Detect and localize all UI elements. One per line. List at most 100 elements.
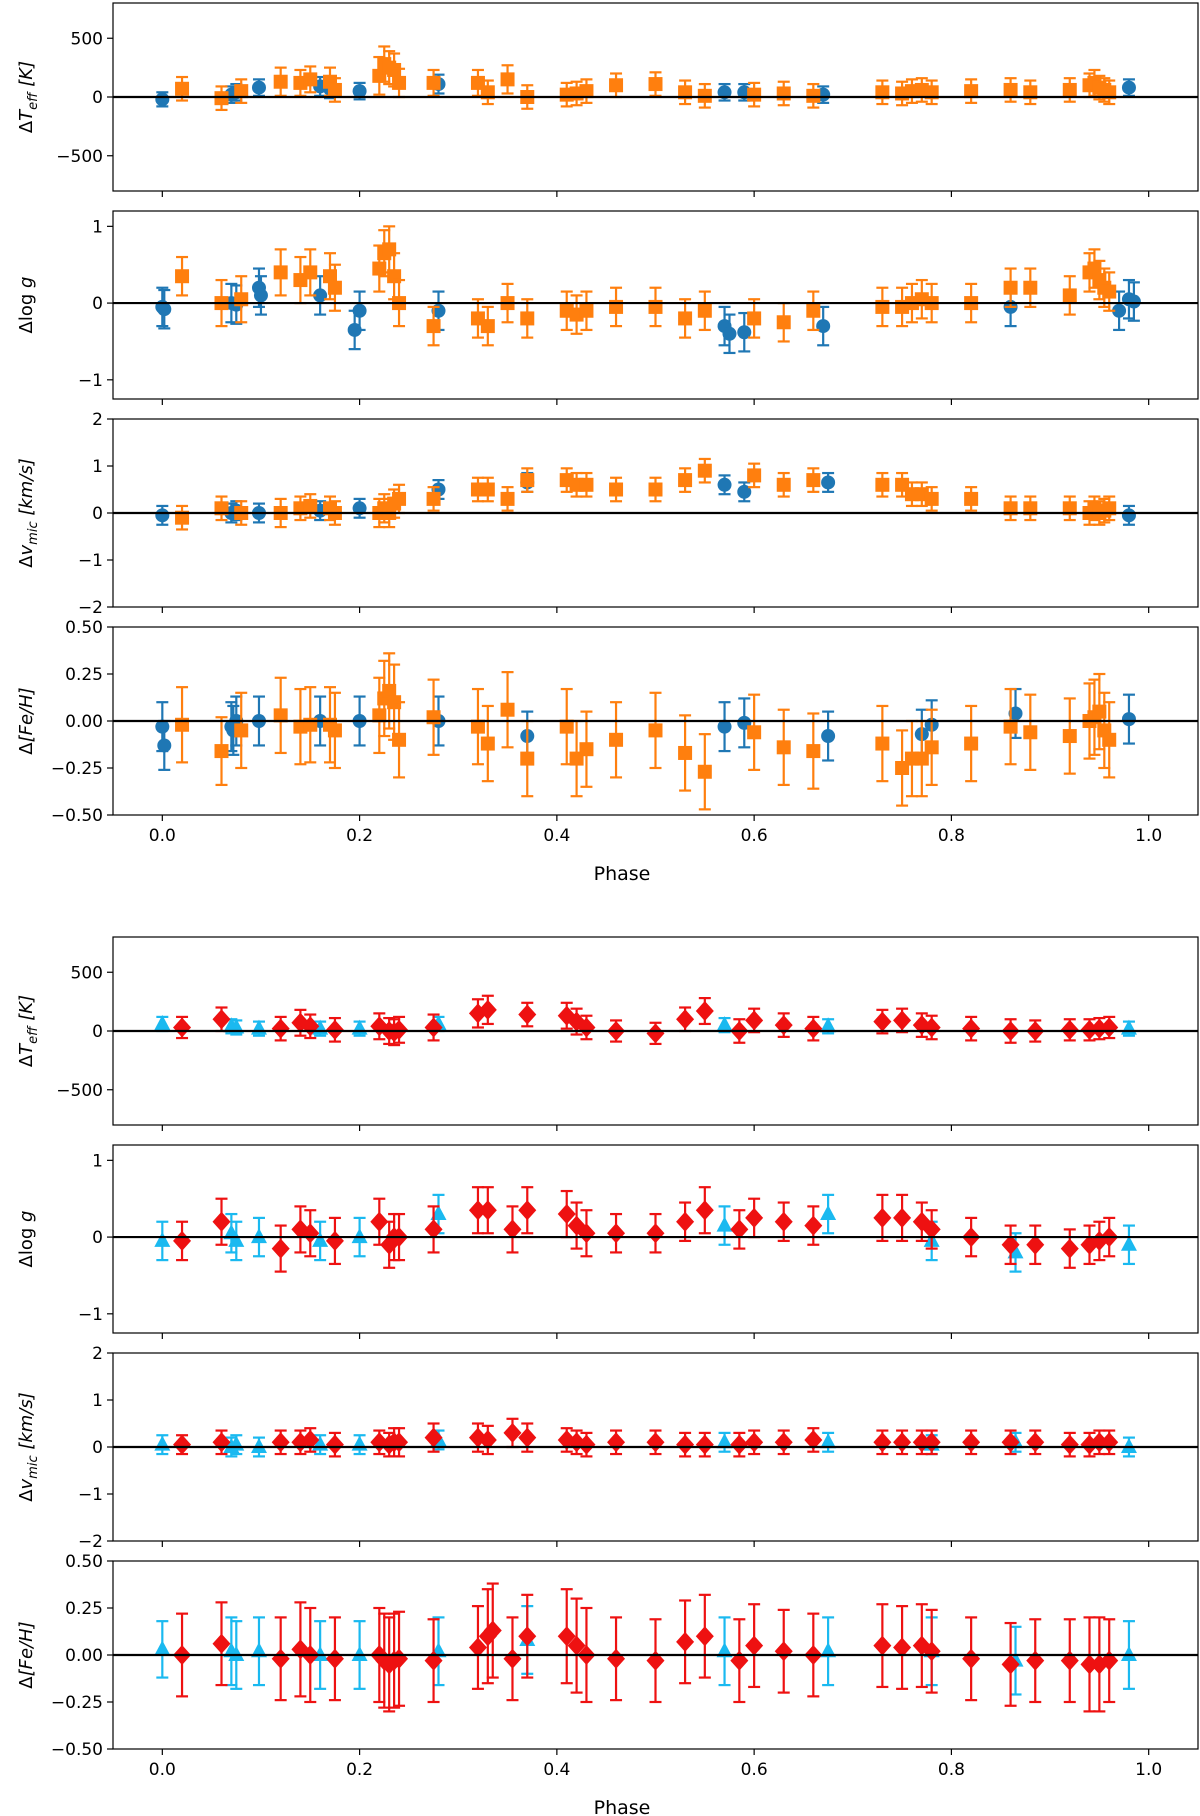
data-point <box>1026 1234 1045 1255</box>
data-point <box>964 84 979 99</box>
data-point <box>372 708 387 723</box>
y-tick-label: 0.00 <box>65 712 103 732</box>
panel-bot-vmic: 2 1 0 −1 −2 Δvmic [km/s] <box>16 1344 1199 1552</box>
data-point <box>1023 280 1038 295</box>
data-point <box>325 1648 344 1669</box>
data-point <box>737 484 752 499</box>
data-point <box>1092 704 1107 719</box>
data-point <box>806 88 821 103</box>
data-point <box>774 1641 793 1662</box>
data-point <box>922 1641 941 1662</box>
y-axis-label: Δvmic [km/s] <box>16 458 41 568</box>
y-tick-label: 2 <box>92 1344 103 1364</box>
data-point <box>214 501 229 516</box>
y-tick-label: 0 <box>92 294 103 314</box>
data-point <box>678 311 693 326</box>
data-point <box>173 1230 192 1251</box>
y-tick-label: −1 <box>78 551 103 571</box>
data-point <box>1121 80 1136 95</box>
data-point <box>500 702 515 717</box>
data-point <box>747 468 762 483</box>
data-point <box>392 75 407 90</box>
data-point <box>1080 1654 1099 1675</box>
data-point <box>1102 284 1117 299</box>
data-point <box>695 1434 714 1455</box>
y-tick-label: −1 <box>78 371 103 391</box>
x-tick-label: 0.4 <box>543 826 570 846</box>
data-point <box>893 1637 912 1658</box>
data-point <box>716 1216 733 1232</box>
y-tick-label: 0 <box>92 504 103 524</box>
data-point <box>577 1223 596 1244</box>
y-tick-label: 500 <box>71 29 103 49</box>
data-point <box>1003 501 1018 516</box>
data-point <box>518 1004 537 1025</box>
data-point <box>303 717 318 732</box>
data-point <box>1003 82 1018 97</box>
data-point <box>1062 729 1077 744</box>
data-point <box>695 1200 714 1221</box>
data-point <box>559 719 574 734</box>
x-axis-label-top: Phase <box>594 863 651 885</box>
data-point <box>480 85 495 100</box>
data-point <box>503 1422 522 1443</box>
data-point <box>372 261 387 276</box>
data-point <box>1060 1238 1079 1259</box>
data-point <box>154 1231 171 1247</box>
series-b <box>173 1186 1119 1273</box>
data-point <box>609 78 624 93</box>
data-point <box>500 72 515 87</box>
data-point <box>776 86 791 101</box>
data-point <box>1102 85 1117 100</box>
data-point <box>251 80 266 95</box>
data-point <box>271 1018 290 1039</box>
data-point <box>1023 85 1038 100</box>
data-point <box>676 1434 695 1455</box>
data-point <box>776 477 791 492</box>
data-point <box>745 1635 764 1656</box>
data-point <box>609 482 624 497</box>
y-tick-label: 0 <box>92 1022 103 1042</box>
y-tick-label: −0.25 <box>51 759 103 779</box>
data-point <box>1102 501 1117 516</box>
data-point <box>875 85 890 100</box>
data-point <box>962 1648 981 1669</box>
data-point <box>806 744 821 759</box>
data-point <box>730 1219 749 1240</box>
data-point <box>804 1429 823 1450</box>
data-point <box>820 1433 837 1449</box>
data-point <box>873 1635 892 1656</box>
data-point <box>273 74 288 89</box>
data-point <box>964 491 979 506</box>
data-point <box>301 1223 320 1244</box>
panel-bot-teff: 500 0 −500 ΔTeff [K] <box>16 936 1199 1131</box>
data-point <box>212 1211 231 1232</box>
y-tick-label: 0 <box>92 1438 103 1458</box>
data-point <box>470 719 485 734</box>
data-point <box>351 1228 368 1244</box>
data-point <box>579 742 594 757</box>
data-point <box>716 1642 733 1658</box>
data-point <box>806 303 821 318</box>
data-point <box>678 85 693 100</box>
data-point <box>483 1620 502 1641</box>
data-point <box>806 473 821 488</box>
data-point <box>893 1207 912 1228</box>
x-tick-label: 0.8 <box>938 1760 965 1780</box>
data-point <box>468 1637 487 1658</box>
data-point <box>717 477 732 492</box>
x-tick-label: 0.6 <box>741 1760 768 1780</box>
data-point <box>747 311 762 326</box>
data-point <box>518 1626 537 1647</box>
data-point <box>253 288 268 303</box>
data-point <box>370 1211 389 1232</box>
data-point <box>745 1207 764 1228</box>
data-point <box>695 1001 714 1022</box>
data-point <box>175 81 190 96</box>
data-point <box>520 311 535 326</box>
x-tick-label: 1.0 <box>1135 826 1162 846</box>
data-point <box>352 84 367 99</box>
data-point <box>382 683 397 698</box>
data-point <box>301 1429 320 1450</box>
